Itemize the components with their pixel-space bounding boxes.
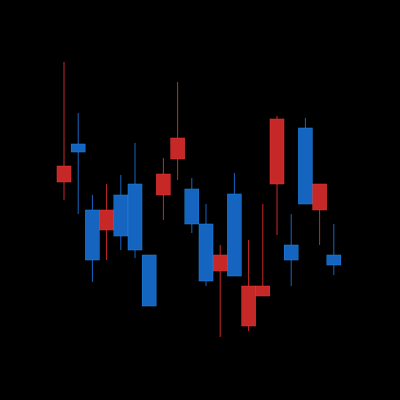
candle-body-6	[127, 183, 143, 251]
candle-body-13	[227, 193, 242, 277]
candle-body-10	[184, 188, 200, 225]
candle-body-8	[156, 173, 171, 196]
candle-body-17	[283, 244, 299, 261]
candle-body-5	[113, 194, 129, 237]
candle-body-12	[212, 254, 228, 272]
candle-body-2	[70, 143, 86, 153]
candle-body-9	[170, 137, 185, 160]
candle-body-18	[298, 127, 313, 205]
candle-body-3	[85, 209, 100, 261]
candle-body-1	[56, 165, 72, 183]
candle-body-14	[241, 285, 256, 327]
candle-body-19	[312, 183, 327, 211]
candle-body-4	[99, 209, 114, 231]
candle-body-7	[141, 254, 157, 307]
candle-body-16	[269, 118, 285, 185]
candle-body-20	[326, 254, 342, 266]
candle-body-15	[255, 285, 271, 297]
candle-body-11	[198, 223, 214, 282]
